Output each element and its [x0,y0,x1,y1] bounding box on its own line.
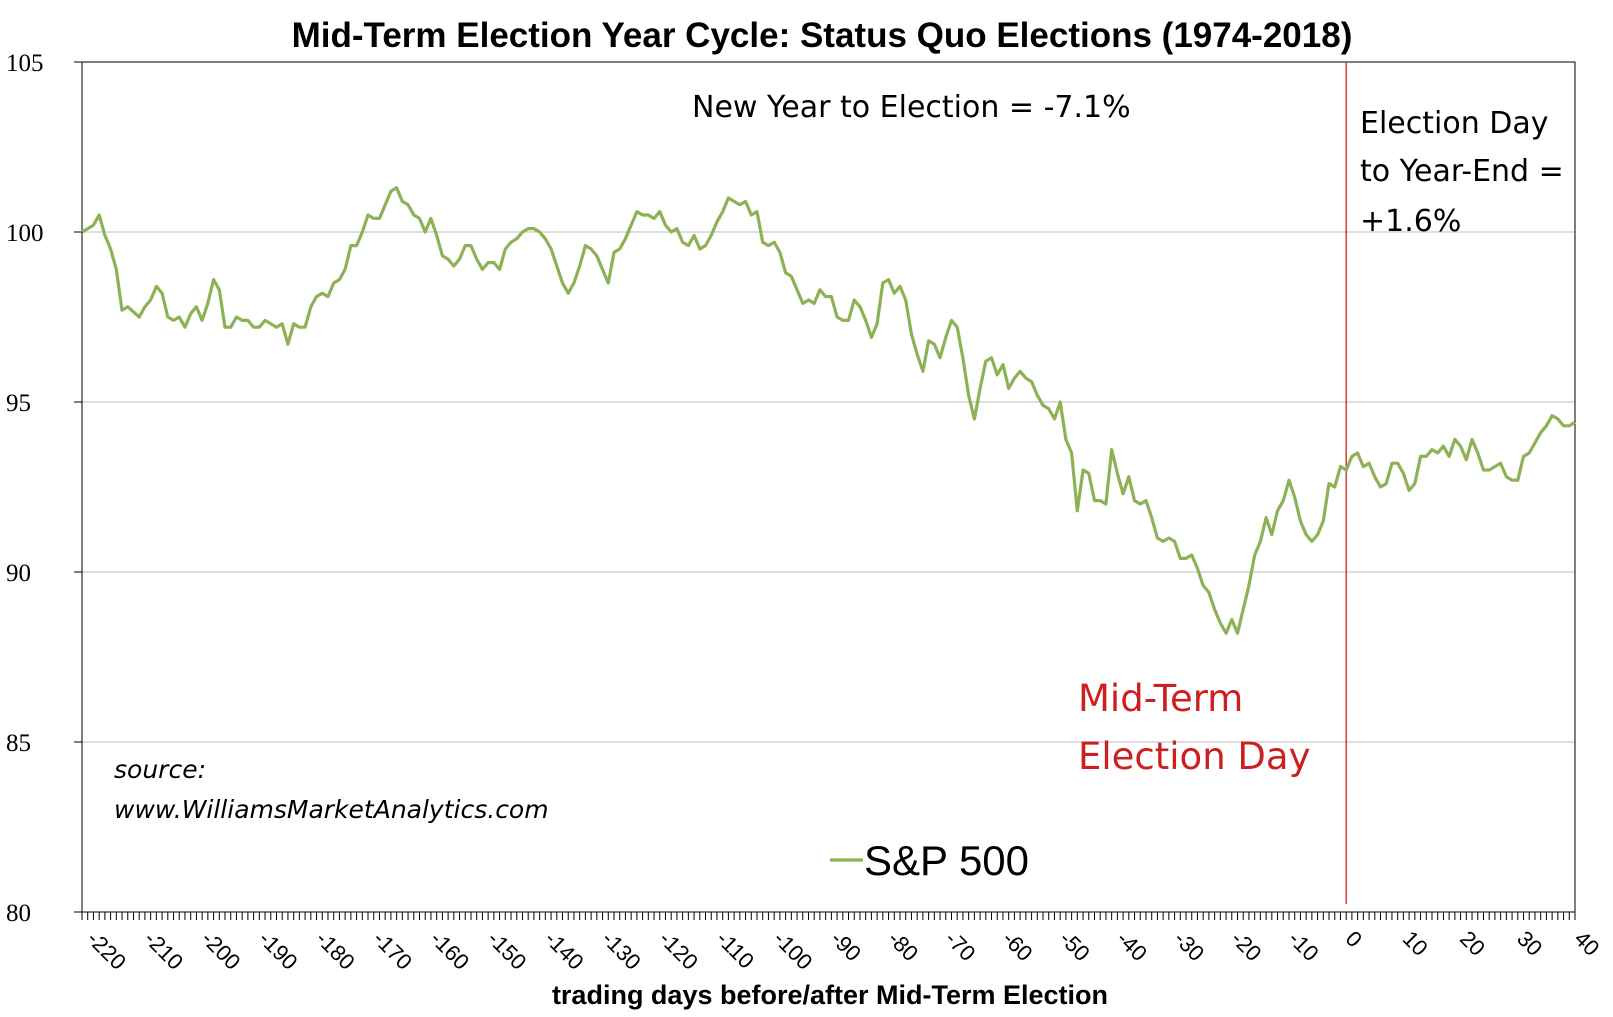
xtick-label--200: -200 [197,926,246,975]
xtick-label--150: -150 [483,926,532,975]
xtick-label--30: -30 [1169,926,1209,966]
xtick-label--20: -20 [1226,926,1266,966]
ytick-label-105: 105 [6,50,44,77]
grid-lines [82,231,1575,743]
ytick-label-100: 100 [6,220,44,247]
ytick-label-80: 80 [6,900,31,927]
legend-label-sp500: S&P 500 [864,837,1029,884]
xtick-label--130: -130 [597,926,646,975]
xtick-label--190: -190 [254,926,303,975]
source-label: source: [114,755,206,784]
xtick-label--70: -70 [940,926,980,966]
xtick-label--220: -220 [82,926,131,975]
xtick-label-0: 0 [1341,926,1367,952]
xtick-label--40: -40 [1112,926,1152,966]
annotation-post-election-line1: Election Day [1360,106,1548,141]
xtick-label--90: -90 [826,926,866,966]
annotation-post-election-line2: to Year-End = [1360,154,1564,189]
ytick-label-95: 95 [6,390,31,417]
xtick-label--180: -180 [311,926,360,975]
ytick-label-85: 85 [6,730,31,757]
xtick-label--140: -140 [540,926,589,975]
annotation-midterm-line2: Election Day [1078,735,1310,778]
chart-title: Mid-Term Election Year Cycle: Status Quo… [292,16,1353,55]
xtick-label--100: -100 [769,926,818,975]
x-axis-label: trading days before/after Mid-Term Elect… [552,980,1108,1010]
annotation-midterm-line1: Mid-Term [1078,677,1243,720]
xtick-label--210: -210 [139,926,188,975]
xtick-label--60: -60 [997,926,1037,966]
xtick-label--160: -160 [425,926,474,975]
xtick-label--170: -170 [368,926,417,975]
x-axis: -220 -210 -200 -190 -180 -170 -160 -150 -140 -130… [81,912,1604,975]
xtick-label--80: -80 [883,926,923,966]
xtick-label-30: 30 [1512,926,1547,961]
ytick-label-90: 90 [6,560,31,587]
plot-area [81,61,1576,913]
xtick-label--120: -120 [654,926,703,975]
source-url: www.WilliamsMarketAnalytics.com [114,795,549,824]
xtick-label-10: 10 [1398,926,1433,961]
xtick-label--50: -50 [1055,926,1095,966]
xtick-label-20: 20 [1455,926,1490,961]
series-line-sp500 [81,186,1576,635]
xtick-label-40: 40 [1569,926,1604,961]
xtick-label--110: -110 [711,926,759,974]
xtick-label--10: -10 [1283,926,1323,966]
annotation-post-election-line3: +1.6% [1360,204,1461,239]
y-axis: 80 85 90 95 100 105 [6,50,82,927]
annotation-new-year: New Year to Election = -7.1% [692,90,1131,125]
